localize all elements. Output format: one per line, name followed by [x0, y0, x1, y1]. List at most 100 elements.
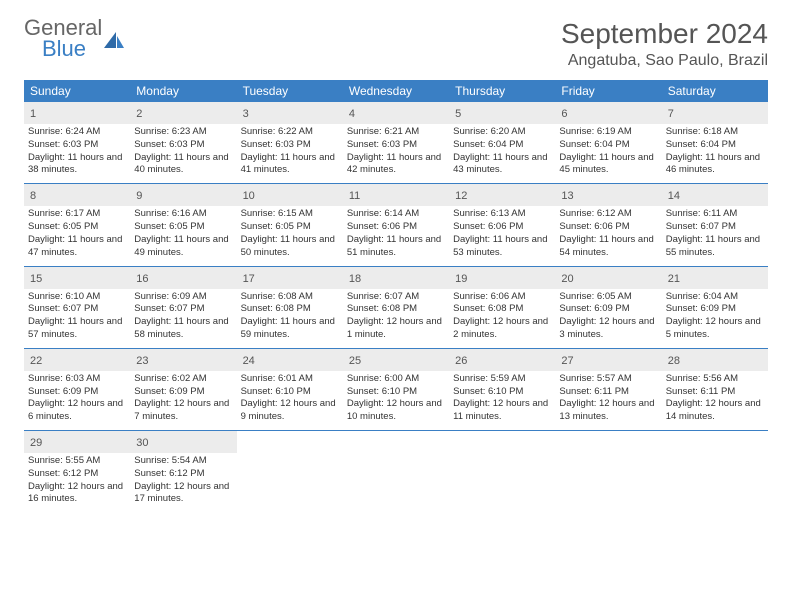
day-info: Sunrise: 6:17 AMSunset: 6:05 PMDaylight:… — [28, 208, 126, 259]
day-header-wednesday: Wednesday — [343, 80, 449, 102]
sunset-text: Sunset: 6:06 PM — [453, 221, 551, 234]
sunrise-text: Sunrise: 6:00 AM — [347, 373, 445, 386]
day-info: Sunrise: 6:04 AMSunset: 6:09 PMDaylight:… — [666, 291, 764, 342]
daynum-row: 4 — [343, 102, 449, 124]
sunrise-text: Sunrise: 6:11 AM — [666, 208, 764, 221]
day-cell: 21Sunrise: 6:04 AMSunset: 6:09 PMDayligh… — [662, 267, 768, 348]
sunset-text: Sunset: 6:03 PM — [134, 139, 232, 152]
daynum-row: 12 — [449, 184, 555, 206]
day-info: Sunrise: 6:15 AMSunset: 6:05 PMDaylight:… — [241, 208, 339, 259]
sunrise-text: Sunrise: 6:02 AM — [134, 373, 232, 386]
daynum-row: 21 — [662, 267, 768, 289]
sunrise-text: Sunrise: 6:20 AM — [453, 126, 551, 139]
day-number: 27 — [561, 355, 573, 367]
day-cell: 5 Sunrise: 6:20 AMSunset: 6:04 PMDaylight… — [449, 102, 555, 183]
daynum-row: 27 — [555, 349, 661, 371]
daylight-text: Daylight: 12 hours and 1 minute. — [347, 316, 445, 342]
sunset-text: Sunset: 6:09 PM — [559, 303, 657, 316]
day-cell: 27Sunrise: 5:57 AMSunset: 6:11 PMDayligh… — [555, 349, 661, 430]
day-info: Sunrise: 5:54 AMSunset: 6:12 PMDaylight:… — [134, 455, 232, 506]
day-number: 18 — [349, 273, 361, 285]
sunset-text: Sunset: 6:08 PM — [241, 303, 339, 316]
day-cell: 13Sunrise: 6:12 AMSunset: 6:06 PMDayligh… — [555, 184, 661, 265]
sunset-text: Sunset: 6:05 PM — [28, 221, 126, 234]
day-cell: 8 Sunrise: 6:17 AMSunset: 6:05 PMDaylight… — [24, 184, 130, 265]
day-number: 30 — [136, 437, 148, 449]
day-number: 22 — [30, 355, 42, 367]
day-info: Sunrise: 6:00 AMSunset: 6:10 PMDaylight:… — [347, 373, 445, 424]
daynum-row: 7 — [662, 102, 768, 124]
day-cell: 6Sunrise: 6:19 AMSunset: 6:04 PMDaylight… — [555, 102, 661, 183]
daylight-text: Daylight: 12 hours and 10 minutes. — [347, 398, 445, 424]
sunset-text: Sunset: 6:09 PM — [134, 386, 232, 399]
daynum-row: 28 — [662, 349, 768, 371]
week-row: 22 Sunrise: 6:03 AMSunset: 6:09 PMDayligh… — [24, 349, 768, 431]
daylight-text: Daylight: 11 hours and 59 minutes. — [241, 316, 339, 342]
day-info: Sunrise: 6:05 AMSunset: 6:09 PMDaylight:… — [559, 291, 657, 342]
day-number: 24 — [243, 355, 255, 367]
day-info: Sunrise: 6:20 AMSunset: 6:04 PMDaylight:… — [453, 126, 551, 177]
week-row: 8 Sunrise: 6:17 AMSunset: 6:05 PMDaylight… — [24, 184, 768, 266]
empty-cell — [237, 431, 343, 512]
day-info: Sunrise: 6:12 AMSunset: 6:06 PMDaylight:… — [559, 208, 657, 259]
day-cell: 14Sunrise: 6:11 AMSunset: 6:07 PMDayligh… — [662, 184, 768, 265]
daylight-text: Daylight: 12 hours and 2 minutes. — [453, 316, 551, 342]
day-cell: 2Sunrise: 6:23 AMSunset: 6:03 PMDaylight… — [130, 102, 236, 183]
day-cell: 29Sunrise: 5:55 AMSunset: 6:12 PMDayligh… — [24, 431, 130, 512]
daynum-row: 6 — [555, 102, 661, 124]
sunrise-text: Sunrise: 6:06 AM — [453, 291, 551, 304]
logo: General Blue — [24, 18, 126, 60]
sunset-text: Sunset: 6:05 PM — [134, 221, 232, 234]
day-cell: 4Sunrise: 6:21 AMSunset: 6:03 PMDaylight… — [343, 102, 449, 183]
day-info: Sunrise: 6:07 AMSunset: 6:08 PMDaylight:… — [347, 291, 445, 342]
day-number: 11 — [349, 190, 360, 202]
sunset-text: Sunset: 6:08 PM — [347, 303, 445, 316]
day-cell: 19 Sunrise: 6:06 AMSunset: 6:08 PMDayligh… — [449, 267, 555, 348]
day-cell: 18 Sunrise: 6:07 AMSunset: 6:08 PMDayligh… — [343, 267, 449, 348]
day-cell: 3Sunrise: 6:22 AMSunset: 6:03 PMDaylight… — [237, 102, 343, 183]
day-number: 9 — [136, 190, 142, 202]
sunset-text: Sunset: 6:05 PM — [241, 221, 339, 234]
daylight-text: Daylight: 11 hours and 41 minutes. — [241, 152, 339, 178]
day-number: 12 — [455, 190, 467, 202]
day-number: 19 — [455, 273, 467, 285]
day-info: Sunrise: 6:24 AMSunset: 6:03 PMDaylight:… — [28, 126, 126, 177]
daylight-text: Daylight: 12 hours and 9 minutes. — [241, 398, 339, 424]
day-info: Sunrise: 5:56 AMSunset: 6:11 PMDaylight:… — [666, 373, 764, 424]
day-number: 25 — [349, 355, 361, 367]
day-header-friday: Friday — [555, 80, 661, 102]
sunrise-text: Sunrise: 5:56 AM — [666, 373, 764, 386]
daynum-row: 19 — [449, 267, 555, 289]
day-cell: 23Sunrise: 6:02 AMSunset: 6:09 PMDayligh… — [130, 349, 236, 430]
day-info: Sunrise: 6:19 AMSunset: 6:04 PMDaylight:… — [559, 126, 657, 177]
daylight-text: Daylight: 12 hours and 5 minutes. — [666, 316, 764, 342]
daylight-text: Daylight: 11 hours and 50 minutes. — [241, 234, 339, 260]
daylight-text: Daylight: 11 hours and 42 minutes. — [347, 152, 445, 178]
daynum-row: 8 — [24, 184, 130, 206]
day-number: 8 — [30, 190, 36, 202]
day-info: Sunrise: 6:06 AMSunset: 6:08 PMDaylight:… — [453, 291, 551, 342]
day-header-monday: Monday — [130, 80, 236, 102]
day-info: Sunrise: 6:11 AMSunset: 6:07 PMDaylight:… — [666, 208, 764, 259]
day-number: 2 — [136, 108, 142, 120]
sunrise-text: Sunrise: 6:24 AM — [28, 126, 126, 139]
logo-sail-icon — [102, 30, 126, 50]
sunset-text: Sunset: 6:04 PM — [666, 139, 764, 152]
day-number: 20 — [561, 273, 573, 285]
sunrise-text: Sunrise: 6:22 AM — [241, 126, 339, 139]
daynum-row: 9 — [130, 184, 236, 206]
logo-word-blue: Blue — [42, 39, 102, 60]
month-title: September 2024 — [561, 18, 768, 50]
day-info: Sunrise: 6:03 AMSunset: 6:09 PMDaylight:… — [28, 373, 126, 424]
day-info: Sunrise: 6:18 AMSunset: 6:04 PMDaylight:… — [666, 126, 764, 177]
daylight-text: Daylight: 11 hours and 45 minutes. — [559, 152, 657, 178]
sunrise-text: Sunrise: 5:59 AM — [453, 373, 551, 386]
sunset-text: Sunset: 6:10 PM — [453, 386, 551, 399]
sunrise-text: Sunrise: 6:21 AM — [347, 126, 445, 139]
day-number: 5 — [455, 108, 461, 120]
day-number: 17 — [243, 273, 255, 285]
daylight-text: Daylight: 11 hours and 38 minutes. — [28, 152, 126, 178]
daylight-text: Daylight: 12 hours and 11 minutes. — [453, 398, 551, 424]
daylight-text: Daylight: 11 hours and 47 minutes. — [28, 234, 126, 260]
sunrise-text: Sunrise: 6:10 AM — [28, 291, 126, 304]
